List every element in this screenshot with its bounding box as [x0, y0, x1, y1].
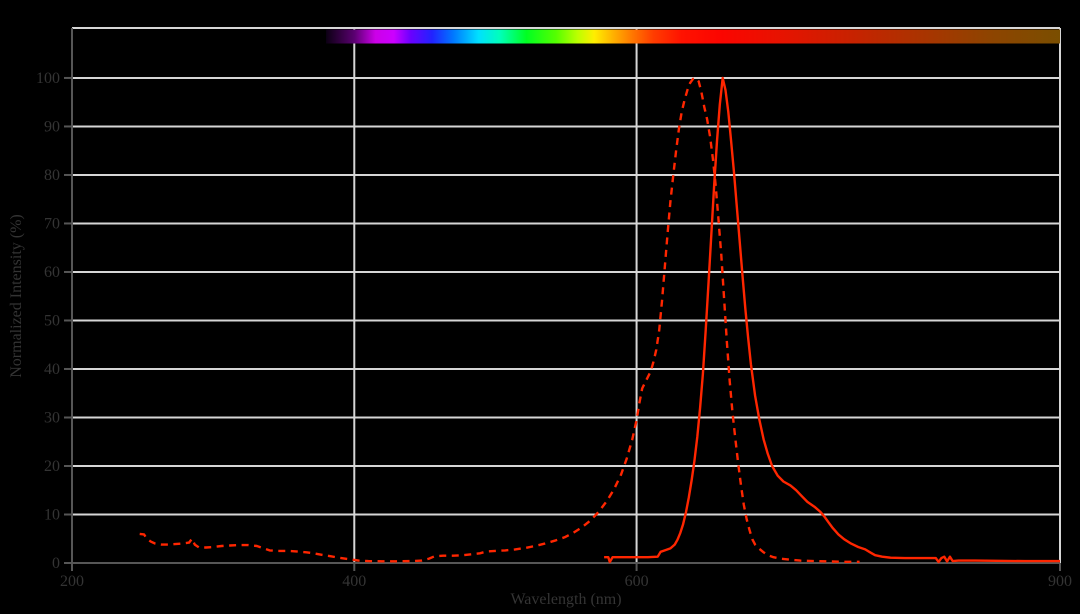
y-axis-title: Normalized Intensity (%)	[8, 214, 25, 378]
excitation-curve	[139, 76, 860, 563]
y-tick-label: 70	[44, 215, 60, 232]
curve-layer	[139, 76, 1060, 564]
y-tick-label: 60	[44, 264, 60, 281]
x-tick-label: 400	[342, 573, 366, 590]
y-tick-label: 90	[44, 118, 60, 135]
x-tick-label: 200	[60, 573, 84, 590]
x-axis-title: Wavelength (nm)	[510, 591, 621, 608]
x-tick-label: 900	[1048, 573, 1072, 590]
wavelength-colorbar	[326, 29, 1060, 44]
spectrum-bar	[326, 29, 1060, 44]
y-tick-label: 20	[44, 458, 60, 475]
y-tick-label: 50	[44, 312, 60, 329]
y-tick-label: 10	[44, 506, 60, 523]
y-tick-label: 30	[44, 409, 60, 426]
y-tick-label: 0	[52, 555, 60, 572]
y-tick-label: 100	[36, 70, 60, 87]
y-tick-label: 40	[44, 361, 60, 378]
x-tick-label: 600	[625, 573, 649, 590]
grid-layer	[71, 27, 1061, 564]
y-tick-label: 80	[44, 167, 60, 184]
tick-layer: 0 10 20 30 40 50 60 70 80 90 100 200 400 600 900	[36, 70, 1072, 590]
emission-curve	[604, 76, 1060, 564]
